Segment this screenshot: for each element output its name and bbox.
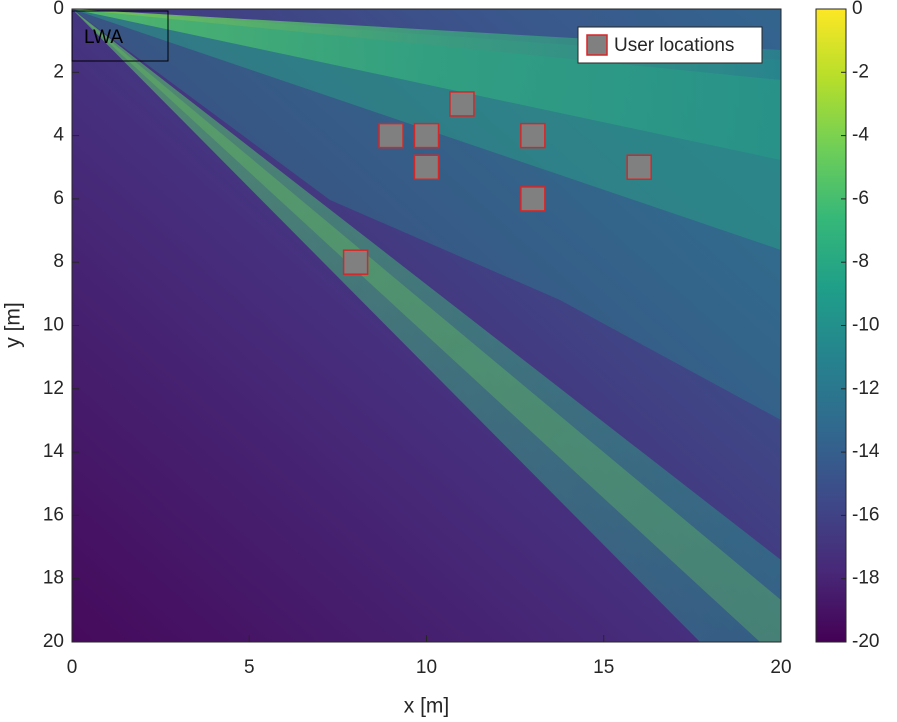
y-axis-label: y [m] bbox=[2, 302, 25, 348]
x-tick-label: 0 bbox=[67, 657, 78, 678]
y-tick-label: 14 bbox=[43, 441, 65, 462]
colorbar-tick-label: -4 bbox=[852, 125, 869, 146]
annotation-box bbox=[71, 10, 169, 62]
beam-lower-core bbox=[72, 9, 781, 642]
colorbar-tick-label: -8 bbox=[852, 251, 869, 272]
legend-box bbox=[577, 26, 763, 64]
colorbar-tick-label: -20 bbox=[852, 631, 879, 652]
colorbar-tick-label: -10 bbox=[852, 315, 879, 336]
legend-marker bbox=[586, 34, 608, 56]
user-marker bbox=[520, 186, 546, 212]
y-tick-label: 2 bbox=[53, 61, 64, 82]
x-tick-label: 5 bbox=[244, 657, 255, 678]
user-marker bbox=[378, 122, 404, 149]
heatmap-field bbox=[72, 9, 781, 642]
x-tick-label: 15 bbox=[593, 657, 614, 678]
colorbar-tick-label: -16 bbox=[852, 504, 879, 525]
annotation: LWA bbox=[84, 27, 123, 48]
y-tick-label: 16 bbox=[43, 504, 64, 525]
colorbar-tick-label: -14 bbox=[852, 441, 880, 462]
colorbar-tick-label: -2 bbox=[852, 61, 869, 82]
x-axis-label: x [m] bbox=[404, 695, 450, 718]
user-marker bbox=[626, 154, 652, 180]
y-tick-label: 6 bbox=[53, 188, 64, 209]
colorbar-tick-label: -12 bbox=[852, 378, 879, 399]
x-tick-label: 10 bbox=[416, 657, 437, 678]
user-marker bbox=[449, 91, 475, 117]
y-tick-label: 10 bbox=[43, 315, 64, 336]
colorbar-tick-label: -18 bbox=[852, 568, 879, 589]
y-tick-label: 8 bbox=[53, 251, 64, 272]
y-tick-label: 20 bbox=[43, 631, 64, 652]
y-tick-label: 0 bbox=[53, 0, 64, 19]
legend-label: User locations bbox=[614, 35, 734, 56]
user-marker bbox=[520, 122, 546, 149]
y-tick-label: 12 bbox=[43, 378, 64, 399]
colorbar-tick-label: -6 bbox=[852, 188, 869, 209]
colorbar-tick-label: 0 bbox=[852, 0, 863, 19]
user-marker bbox=[413, 154, 440, 180]
y-tick-label: 4 bbox=[53, 125, 64, 146]
beam-lower bbox=[72, 9, 781, 642]
x-tick-label: 20 bbox=[770, 657, 791, 678]
user-marker bbox=[413, 122, 440, 149]
y-tick-label: 18 bbox=[43, 568, 64, 589]
user-marker bbox=[342, 249, 369, 275]
